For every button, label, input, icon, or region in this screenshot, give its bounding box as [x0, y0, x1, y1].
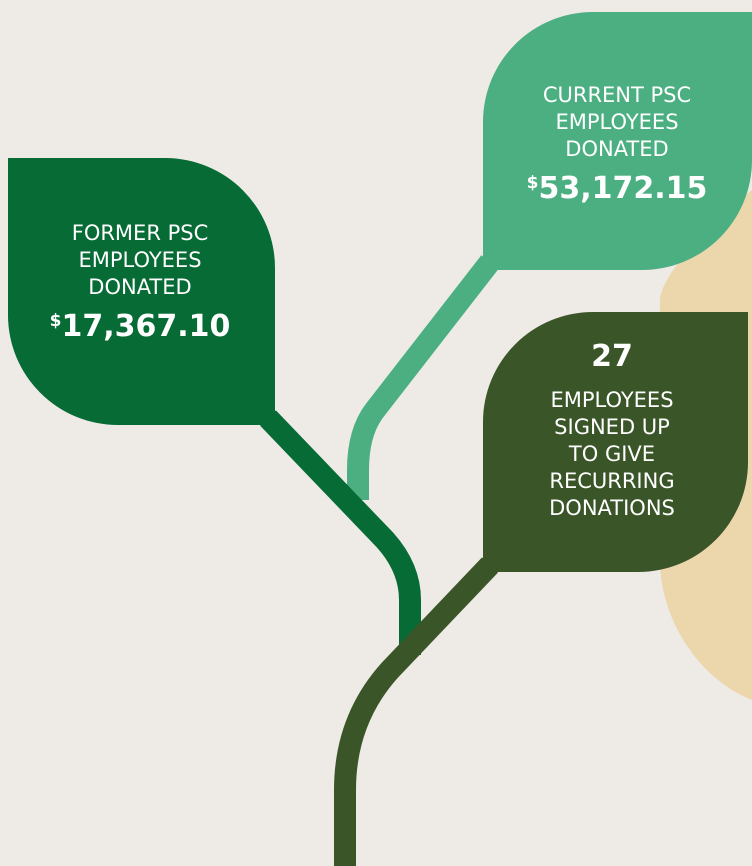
currency: $ [527, 173, 539, 193]
leaf-line: SIGNED UP [554, 415, 670, 439]
leaf-current [483, 12, 752, 270]
stem-recurring [334, 557, 498, 866]
leaf-line: TO GIVE [568, 442, 655, 466]
amount-value: 17,367.10 [61, 309, 230, 344]
leaf-line: CURRENT PSC [543, 83, 691, 107]
leaf-line: RECURRING [549, 469, 674, 493]
stem-former [260, 410, 421, 655]
leaf-line: EMPLOYEES [78, 248, 201, 272]
leaf-recurring [483, 312, 748, 572]
leaf-line: DONATED [565, 137, 668, 161]
amount-value: 53,172.15 [538, 171, 707, 206]
amount: $17,367.10 [50, 309, 231, 344]
leaf-line: EMPLOYEES [555, 110, 678, 134]
amount: $53,172.15 [527, 171, 708, 206]
leaf-line: FORMER PSC [72, 221, 209, 245]
leaf-line: DONATED [88, 275, 191, 299]
leaf-former [8, 158, 275, 425]
leaf-line: EMPLOYEES [550, 388, 673, 412]
leaf-line: DONATIONS [549, 496, 675, 520]
stem-current [347, 255, 499, 500]
currency: $ [50, 311, 62, 331]
count: 27 [591, 339, 633, 374]
